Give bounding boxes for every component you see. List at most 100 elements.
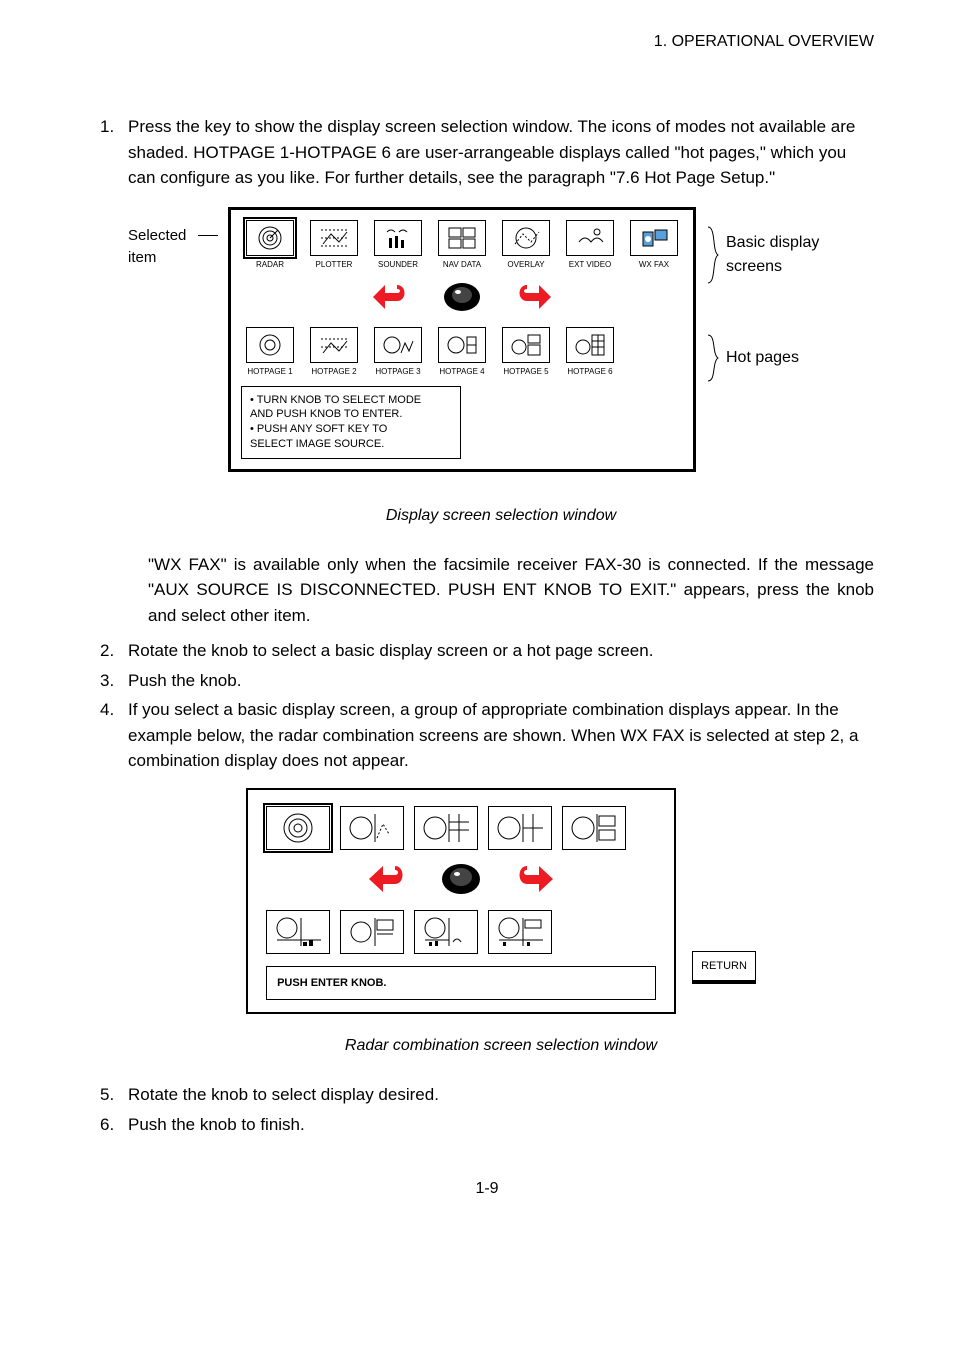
mode-label: WX FAX	[639, 259, 669, 271]
figure-1-caption: Display screen selection window	[128, 504, 874, 528]
combo-icon	[273, 810, 323, 846]
arrow-right-icon	[513, 860, 557, 898]
brace-icon	[706, 333, 720, 383]
label-text: Selected	[128, 225, 198, 248]
overlay-icon	[509, 224, 543, 252]
combo-icon	[495, 914, 545, 950]
instruction-box: • TURN KNOB TO SELECT MODE AND PUSH KNOB…	[241, 386, 461, 459]
right-labels: Basic display screens Hot pages	[706, 207, 819, 472]
arrow-left-icon	[369, 279, 411, 315]
hotpage-6[interactable]: HOTPAGE 6	[561, 327, 619, 378]
mode-label: HOTPAGE 3	[375, 366, 420, 378]
figure-1: Selected item RADAR	[128, 207, 874, 472]
mode-label: EXT VIDEO	[569, 259, 612, 271]
mode-radar[interactable]: RADAR	[241, 220, 299, 271]
hotpage-5[interactable]: HOTPAGE 5	[497, 327, 555, 378]
mode-label: HOTPAGE 4	[439, 366, 484, 378]
instr-line: SELECT IMAGE SOURCE.	[250, 437, 452, 452]
arrow-row	[266, 860, 656, 898]
combo-option[interactable]	[414, 910, 478, 954]
connector-line	[198, 235, 218, 472]
mode-sounder[interactable]: SOUNDER	[369, 220, 427, 271]
step-text: Rotate the	[128, 1085, 211, 1104]
mode-wxfax[interactable]: WX FAX	[625, 220, 683, 271]
hotpage-icon	[253, 331, 287, 359]
selection-panel: RADAR PLOTTER SOUNDER	[228, 207, 696, 472]
page-number: 1-9	[100, 1177, 874, 1201]
push-enter-hint: PUSH ENTER KNOB.	[266, 966, 656, 1001]
combo-option[interactable]	[340, 806, 404, 850]
figure-2-caption: Radar combination screen selection windo…	[128, 1034, 874, 1058]
combo-option[interactable]	[488, 910, 552, 954]
combo-option[interactable]	[266, 806, 330, 850]
hotpage-1[interactable]: HOTPAGE 1	[241, 327, 299, 378]
mode-label: HOTPAGE 6	[567, 366, 612, 378]
label-text: screens	[726, 255, 819, 279]
combo-icon	[569, 810, 619, 846]
hotpage-2[interactable]: HOTPAGE 2	[305, 327, 363, 378]
step-3: Push the knob.	[100, 668, 874, 694]
combo-option[interactable]	[340, 910, 404, 954]
mode-label: OVERLAY	[507, 259, 544, 271]
label-text: Basic display	[726, 231, 819, 255]
mode-label: HOTPAGE 2	[311, 366, 356, 378]
plotter-icon	[317, 224, 351, 252]
basic-display-row: RADAR PLOTTER SOUNDER	[241, 220, 683, 271]
instr-line: • PUSH ANY SOFT KEY TO	[250, 422, 452, 437]
navdata-icon	[445, 224, 479, 252]
hotpage-icon	[445, 331, 479, 359]
combo-icon	[495, 810, 545, 846]
mode-label: PLOTTER	[316, 259, 353, 271]
hotpage-row: HOTPAGE 1 HOTPAGE 2 HOTPAGE 3 HOTPAGE 4	[241, 327, 683, 378]
mode-plotter[interactable]: PLOTTER	[305, 220, 363, 271]
step-4: If you select a basic display screen, a …	[100, 697, 874, 1058]
mode-navdata[interactable]: NAV DATA	[433, 220, 491, 271]
step-text: knob.	[200, 671, 242, 690]
figure-2: PUSH ENTER KNOB. RETURN	[128, 788, 874, 1015]
combination-panel: PUSH ENTER KNOB.	[246, 788, 676, 1015]
arrow-row	[241, 279, 683, 315]
combo-icon	[421, 914, 471, 950]
step-text: Press the	[128, 117, 205, 136]
hotpage-4[interactable]: HOTPAGE 4	[433, 327, 491, 378]
note-block: "WX FAX" is available only when the facs…	[148, 552, 874, 629]
note-text: "WX FAX" is available only when the facs…	[148, 555, 874, 600]
combo-icon	[347, 914, 397, 950]
return-softkey[interactable]: RETURN	[692, 951, 756, 985]
hotpage-icon	[381, 331, 415, 359]
combo-option[interactable]	[266, 910, 330, 954]
step-text: knob to select a basic display screen or…	[211, 641, 653, 660]
step-text: knob to finish.	[200, 1115, 305, 1134]
arrow-right-icon	[513, 279, 555, 315]
combo-option[interactable]	[562, 806, 626, 850]
mode-label: NAV DATA	[443, 259, 481, 271]
combo-row-2	[266, 910, 656, 954]
hotpage-3[interactable]: HOTPAGE 3	[369, 327, 427, 378]
step-text: key to show the display screen selection…	[128, 117, 855, 187]
instr-line: • TURN KNOB TO SELECT MODE	[250, 393, 452, 408]
step-text: knob to select display desired.	[211, 1085, 439, 1104]
mode-label: HOTPAGE 5	[503, 366, 548, 378]
step-text: Push the	[128, 1115, 200, 1134]
radar-icon	[253, 224, 287, 252]
selected-item-label: Selected item	[128, 207, 198, 472]
combo-option[interactable]	[488, 806, 552, 850]
brace-icon	[706, 225, 720, 285]
label-text: Hot pages	[726, 346, 799, 370]
mode-label: RADAR	[256, 259, 284, 271]
combo-row-1	[266, 806, 656, 850]
step-text: If you select a basic display screen, a …	[128, 700, 858, 770]
mode-extvideo[interactable]: EXT VIDEO	[561, 220, 619, 271]
mode-label: SOUNDER	[378, 259, 418, 271]
step-2: Rotate the knob to select a basic displa…	[100, 638, 874, 664]
arrow-left-icon	[365, 860, 409, 898]
extvideo-icon	[573, 224, 607, 252]
hotpage-icon	[573, 331, 607, 359]
step-text: Push the	[128, 671, 200, 690]
step-1: Press the key to show the display screen…	[100, 114, 874, 628]
combo-option[interactable]	[414, 806, 478, 850]
step-text: Rotate the	[128, 641, 211, 660]
mode-overlay[interactable]: OVERLAY	[497, 220, 555, 271]
instr-line: AND PUSH KNOB TO ENTER.	[250, 407, 452, 422]
combo-icon	[273, 914, 323, 950]
